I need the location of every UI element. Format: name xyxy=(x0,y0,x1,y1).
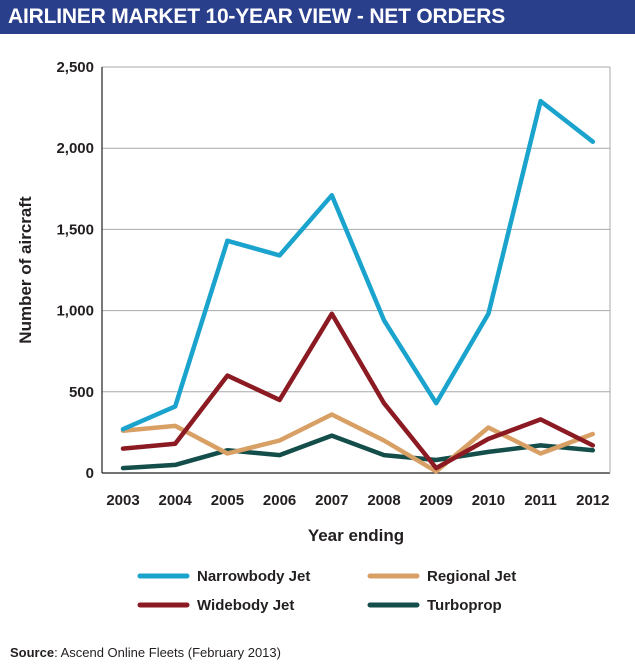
series-lines xyxy=(120,98,596,474)
x-tick-label: 2007 xyxy=(315,492,348,509)
x-tick-label: 2006 xyxy=(263,492,296,509)
x-tick-label: 2012 xyxy=(576,492,609,509)
x-tick-label: 2010 xyxy=(472,492,505,509)
y-tick-label: 1,500 xyxy=(56,221,94,238)
legend-label-widebody-jet: Widebody Jet xyxy=(197,597,294,614)
x-tick-labels: 2003 2004 2005 2006 2007 2008 2009 2010 2011 2012 xyxy=(106,492,609,509)
y-tick-label: 2,000 xyxy=(56,140,94,157)
legend-label-narrowbody-jet: Narrowbody Jet xyxy=(197,568,310,585)
gridlines xyxy=(102,66,610,393)
source-note: Source: Ascend Online Fleets (February 2… xyxy=(10,645,281,660)
y-tick-label: 2,500 xyxy=(56,59,94,76)
series-line-regional-jet xyxy=(120,412,596,474)
y-tick-labels: 0 500 1,000 1,500 2,000 2,500 xyxy=(56,59,94,482)
x-tick-label: 2005 xyxy=(211,492,244,509)
source-text: : Ascend Online Fleets (February 2013) xyxy=(54,645,281,660)
legend-label-regional-jet: Regional Jet xyxy=(427,568,516,585)
y-tick-label: 500 xyxy=(69,384,94,401)
series-line-narrowbody-jet xyxy=(120,98,596,432)
x-axis-title: Year ending xyxy=(308,526,404,545)
x-tick-label: 2009 xyxy=(420,492,453,509)
x-tick-label: 2011 xyxy=(524,492,557,509)
legend-label-turboprop: Turboprop xyxy=(427,597,502,614)
y-tick-label: 0 xyxy=(86,465,94,482)
x-tick-label: 2003 xyxy=(106,492,139,509)
legend: Narrowbody Jet Regional Jet Widebody Jet Tu… xyxy=(137,568,516,614)
y-tick-label: 1,000 xyxy=(56,303,94,320)
y-axis-title: Number of aircraft xyxy=(16,196,35,344)
source-label: Source xyxy=(10,645,55,660)
chart-title: AIRLINER MARKET 10-YEAR VIEW - NET ORDER… xyxy=(0,0,635,34)
axes xyxy=(101,67,611,474)
series-line-turboprop xyxy=(120,433,596,471)
x-tick-label: 2008 xyxy=(367,492,400,509)
x-tick-label: 2004 xyxy=(159,492,193,509)
series-line-widebody-jet xyxy=(120,311,596,471)
